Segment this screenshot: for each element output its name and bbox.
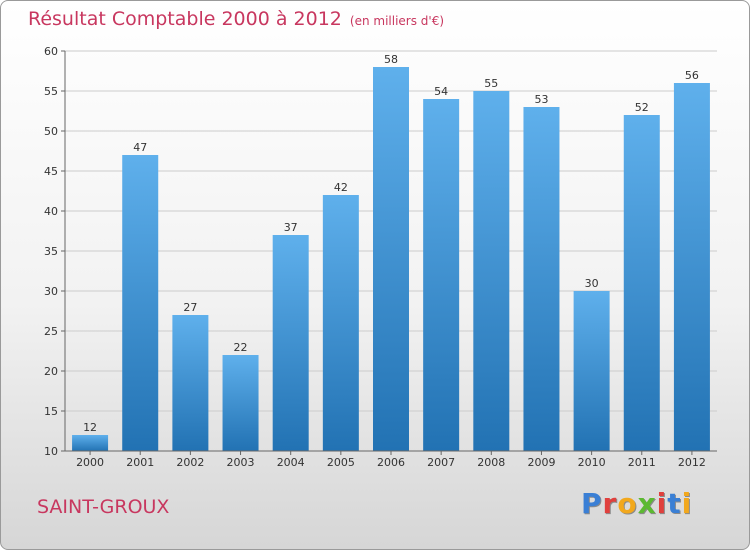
proxiti-logo[interactable]: Proxiti (581, 487, 692, 520)
x-tick-label: 2010 (578, 456, 606, 469)
y-tick-label: 10 (44, 445, 58, 458)
bar-2001[interactable] (122, 155, 158, 451)
bar-value-label: 22 (234, 341, 248, 354)
y-tick-label: 40 (44, 205, 58, 218)
bar-value-label: 30 (585, 277, 599, 290)
bar-2003[interactable] (223, 355, 259, 451)
bar-value-label: 58 (384, 53, 398, 66)
bar-value-label: 12 (83, 421, 97, 434)
logo-letter: i (682, 487, 693, 520)
y-tick-label: 20 (44, 365, 58, 378)
bar-value-label: 47 (133, 141, 147, 154)
logo-letter: o (617, 487, 637, 520)
bar-2006[interactable] (373, 67, 409, 451)
y-tick-label: 55 (44, 85, 58, 98)
bar-2004[interactable] (273, 235, 309, 451)
bar-2002[interactable] (172, 315, 208, 451)
commune-name: SAINT-GROUX (37, 496, 169, 518)
x-tick-label: 2008 (477, 456, 505, 469)
bar-2010[interactable] (574, 291, 610, 451)
logo-letter: P (581, 487, 603, 520)
bar-value-label: 55 (484, 77, 498, 90)
logo-letter: r (603, 487, 618, 520)
y-tick-label: 25 (44, 325, 58, 338)
bar-2008[interactable] (473, 91, 509, 451)
y-tick-label: 30 (44, 285, 58, 298)
x-tick-label: 2002 (176, 456, 204, 469)
y-tick-label: 35 (44, 245, 58, 258)
bar-value-label: 54 (434, 85, 448, 98)
bar-2007[interactable] (423, 99, 459, 451)
bar-2011[interactable] (624, 115, 660, 451)
bar-2000[interactable] (72, 435, 108, 451)
y-tick-label: 15 (44, 405, 58, 418)
x-tick-label: 2000 (76, 456, 104, 469)
y-tick-label: 60 (44, 45, 58, 58)
x-tick-label: 2004 (277, 456, 305, 469)
chart-frame: Résultat Comptable 2000 à 2012 (en millie… (0, 0, 750, 550)
bars: 12 47 27 22 37 42 58 54 55 53 30 52 56 (72, 53, 710, 451)
logo-letter: i (657, 487, 668, 520)
x-tick-label: 2007 (427, 456, 455, 469)
x-tick-label: 2005 (327, 456, 355, 469)
bar-value-label: 56 (685, 69, 699, 82)
x-tick-label: 2003 (227, 456, 255, 469)
x-tick-label: 2009 (527, 456, 555, 469)
bar-2012[interactable] (674, 83, 710, 451)
x-tick-label: 2006 (377, 456, 405, 469)
x-tick-label: 2011 (628, 456, 656, 469)
y-tick-label: 50 (44, 125, 58, 138)
x-tick-label: 2001 (126, 456, 154, 469)
y-tick-label: 45 (44, 165, 58, 178)
bar-value-label: 53 (534, 93, 548, 106)
bar-value-label: 42 (334, 181, 348, 194)
bar-chart: 12 47 27 22 37 42 58 54 55 53 30 52 56 10 15 20 25 30 35 4… (1, 1, 750, 481)
bar-value-label: 37 (284, 221, 298, 234)
bar-2009[interactable] (523, 107, 559, 451)
bar-value-label: 52 (635, 101, 649, 114)
bar-2005[interactable] (323, 195, 359, 451)
x-tick-label: 2012 (678, 456, 706, 469)
bar-value-label: 27 (183, 301, 197, 314)
logo-letter: x (638, 487, 657, 520)
logo-letter: t (667, 487, 681, 520)
